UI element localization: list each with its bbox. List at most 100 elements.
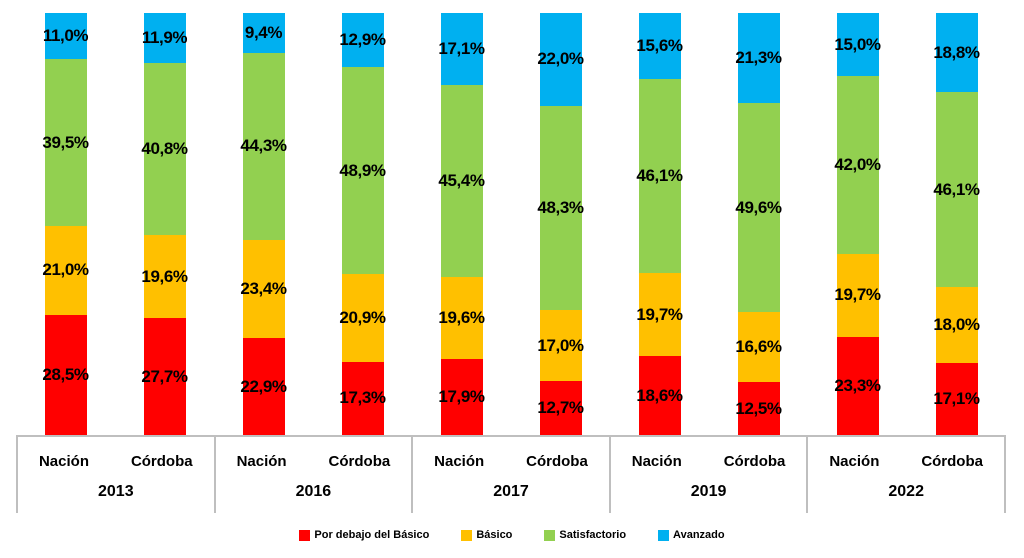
bar-segment: 17,3% [339, 361, 386, 435]
axis-entity-row: Nación Córdoba [413, 453, 609, 470]
axis-entity-row: Nación Córdoba [18, 453, 214, 470]
legend-item: Por debajo del Básico [299, 529, 429, 541]
segment-label: 44,3% [240, 136, 287, 156]
chart-group-2017: 17,1% 45,4% 19,6% 17,9% 22,0% 48,3% 17,0% 12,7% [412, 13, 610, 435]
segment-label: 17,9% [438, 387, 485, 407]
segment-label: 28,5% [42, 364, 89, 384]
segment-label: 11,0% [42, 26, 89, 46]
segment-label: 42,0% [834, 154, 881, 174]
legend-item: Avanzado [658, 529, 725, 541]
bar-segment: 11,0% [42, 13, 89, 60]
bar-segment: 11,9% [141, 13, 188, 64]
segment-label: 15,0% [834, 34, 881, 54]
bar-column: 15,6% 46,1% 19,7% 18,6% [636, 13, 683, 435]
bar-segment: 49,6% [735, 102, 782, 313]
segment-label: 48,3% [537, 197, 584, 217]
segment-label: 45,4% [438, 170, 485, 190]
bar-segment: 12,5% [735, 382, 782, 435]
chart-group-2016: 9,4% 44,3% 23,4% 22,9% 12,9% 48,9% 20,9% 17,3% [214, 13, 412, 435]
bar-column: 17,1% 45,4% 19,6% 17,9% [438, 13, 485, 435]
bar-segment: 48,3% [537, 105, 584, 310]
segment-label: 18,6% [636, 385, 683, 405]
segment-label: 20,9% [339, 307, 386, 327]
bar-segment: 21,3% [735, 13, 782, 103]
bar-segment: 17,0% [537, 309, 584, 382]
segment-label: 17,0% [537, 335, 584, 355]
bar-column: 9,4% 44,3% 23,4% 22,9% [240, 13, 287, 435]
bar-segment: 12,9% [339, 13, 386, 68]
bar-column: 11,0% 39,5% 21,0% 28,5% [42, 13, 89, 435]
segment-label: 18,8% [933, 42, 980, 62]
segment-label: 22,9% [240, 376, 287, 396]
legend-label: Básico [476, 529, 513, 541]
bar-segment: 16,6% [735, 312, 782, 383]
bar-segment: 17,1% [438, 13, 485, 86]
legend-item: Básico [461, 529, 512, 541]
bar-segment: 18,8% [933, 13, 980, 93]
bar-segment: 15,6% [636, 13, 683, 79]
segment-label: 19,7% [834, 285, 881, 305]
axis-entity-row: Nación Córdoba [808, 453, 1004, 470]
axis-entity-label: Nación [38, 453, 89, 470]
axis-entity-label: Córdoba [921, 453, 983, 470]
bar-segment: 18,6% [636, 356, 683, 435]
segment-label: 12,9% [339, 30, 386, 50]
bar-segment: 19,6% [438, 276, 485, 360]
segment-label: 17,3% [339, 388, 386, 408]
segment-label: 27,7% [141, 366, 188, 386]
segment-label: 11,9% [141, 28, 188, 48]
axis-entity-label: Córdoba [130, 453, 193, 470]
bar-segment: 46,1% [636, 78, 683, 274]
axis-entity-label: Nación [434, 453, 485, 470]
bar-segment: 9,4% [242, 13, 285, 53]
axis-year-label: 2013 [98, 483, 134, 500]
bar-segment: 40,8% [141, 63, 188, 236]
legend-swatch [299, 529, 311, 541]
axis-year-label: 2019 [690, 483, 727, 500]
axis-entity-row: Nación Córdoba [216, 453, 412, 470]
bar-segment: 42,0% [834, 76, 881, 254]
bar-segment: 48,9% [339, 67, 386, 274]
axis-group-2016: Nación Córdoba 2016 [213, 437, 412, 513]
axis-entity-label: Nación [829, 453, 880, 470]
segment-label: 19,6% [141, 266, 188, 286]
segment-label: 46,1% [933, 179, 980, 199]
bar-segment: 44,3% [240, 52, 287, 240]
legend-label: Avanzado [673, 529, 725, 541]
plot-area: 11,0% 39,5% 21,0% 28,5% 11,9% 40,8% 19,6% 27,7%… [16, 13, 1006, 435]
segment-label: 18,0% [933, 314, 980, 334]
bar-segment: 20,9% [339, 273, 386, 362]
bar-segment: 18,0% [933, 286, 980, 363]
bar-column: 22,0% 48,3% 17,0% 12,7% [537, 13, 584, 435]
bar-column: 12,9% 48,9% 20,9% 17,3% [339, 13, 386, 435]
bar-segment: 19,7% [834, 253, 881, 337]
segment-label: 49,6% [735, 197, 782, 217]
legend-item: Satisfactorio [544, 529, 626, 541]
bar-segment: 22,0% [537, 13, 584, 106]
bar-segment: 15,0% [834, 13, 881, 77]
segment-label: 46,1% [636, 166, 683, 186]
bar-segment: 17,1% [933, 362, 980, 435]
segment-label: 19,6% [438, 308, 485, 328]
category-axis: Nación Córdoba 2013 Nación Córdoba 2016 Nación… [16, 435, 1006, 513]
bar-column: 15,0% 42,0% 19,7% 23,3% [834, 13, 881, 435]
axis-entity-row: Nación Córdoba [611, 453, 807, 470]
chart-group-2019: 15,6% 46,1% 19,7% 18,6% 21,3% 49,6% 16,6% 12,5% [610, 13, 808, 435]
legend-swatch [658, 529, 670, 541]
legend-label: Por debajo del Básico [314, 529, 430, 541]
bar-segment: 19,7% [636, 273, 683, 357]
segment-label: 9,4% [244, 22, 283, 42]
axis-year-label: 2022 [888, 483, 924, 500]
legend-label: Satisfactorio [559, 529, 627, 541]
segment-label: 15,6% [636, 35, 683, 55]
bar-segment: 23,3% [834, 336, 881, 435]
legend-swatch [544, 529, 556, 541]
bar-segment: 19,6% [141, 235, 188, 319]
axis-year-label: 2016 [295, 483, 332, 500]
bar-column: 11,9% 40,8% 19,6% 27,7% [141, 13, 188, 435]
axis-group-2017: Nación Córdoba 2017 [411, 437, 609, 513]
axis-entity-label: Córdoba [723, 453, 786, 470]
segment-label: 19,7% [636, 304, 683, 324]
bar-segment: 28,5% [42, 314, 89, 435]
